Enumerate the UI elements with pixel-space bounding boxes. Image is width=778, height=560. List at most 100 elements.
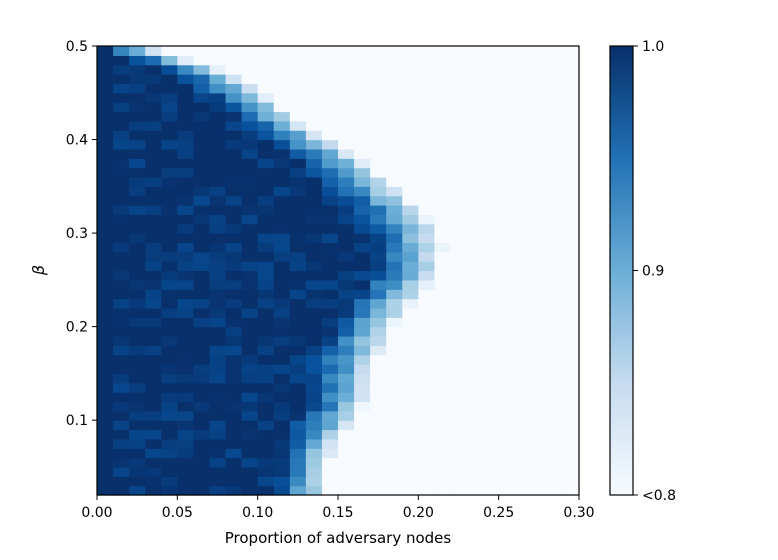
heatmap-cell	[482, 242, 500, 253]
heatmap-cell	[273, 242, 291, 253]
heatmap-cell	[530, 466, 548, 477]
heatmap-cell	[514, 420, 532, 431]
heatmap-cell	[161, 466, 178, 477]
heatmap-cell	[546, 307, 564, 318]
heatmap-cell	[370, 326, 387, 337]
heatmap-cell	[129, 261, 146, 272]
heatmap-cell	[193, 307, 211, 318]
heatmap-cell	[546, 233, 564, 244]
heatmap-cell	[241, 438, 259, 449]
heatmap-cell	[354, 139, 371, 150]
heatmap-cell	[177, 223, 194, 234]
heatmap-cell	[562, 102, 580, 113]
heatmap-cell	[113, 354, 130, 365]
heatmap-cell	[482, 354, 500, 365]
heatmap-cell	[177, 261, 194, 272]
heatmap-cell	[466, 401, 484, 412]
heatmap-cell	[129, 373, 146, 384]
heatmap-cell	[418, 195, 435, 206]
heatmap-cell	[514, 242, 532, 253]
heatmap-cell	[97, 214, 114, 225]
heatmap-cell	[321, 420, 339, 431]
heatmap-cell	[193, 335, 211, 346]
heatmap-cell	[482, 438, 500, 449]
heatmap-cell	[305, 176, 323, 187]
heatmap-cell	[177, 167, 194, 178]
heatmap-cell	[466, 429, 484, 440]
heatmap-cell	[434, 279, 452, 290]
heatmap-cell	[273, 195, 291, 206]
heatmap-cell	[338, 148, 355, 159]
heatmap-cell	[530, 476, 548, 487]
heatmap-cell	[546, 186, 564, 197]
heatmap-cell	[161, 289, 178, 300]
heatmap-cell	[209, 102, 227, 113]
heatmap-cell	[129, 223, 146, 234]
heatmap-cell	[145, 410, 162, 421]
heatmap-cell	[514, 373, 532, 384]
heatmap-cell	[402, 345, 419, 356]
heatmap-cell	[193, 130, 211, 141]
heatmap-cell	[338, 429, 355, 440]
heatmap-cell	[466, 448, 484, 459]
heatmap-cell	[466, 111, 484, 122]
heatmap-cell	[305, 214, 323, 225]
heatmap-cell	[161, 111, 178, 122]
y-axis-ticks: 0.1 0.2 0.3 0.4 0.5	[66, 39, 97, 429]
heatmap-cell	[161, 176, 178, 187]
heatmap-cell	[338, 466, 355, 477]
heatmap-cell	[354, 457, 371, 468]
heatmap-cell	[145, 251, 162, 262]
heatmap-cell	[129, 448, 146, 459]
heatmap-cell	[530, 102, 548, 113]
heatmap-cell	[434, 261, 452, 272]
heatmap-cell	[466, 83, 484, 94]
heatmap-cell	[418, 83, 435, 94]
heatmap-cell	[498, 438, 516, 449]
heatmap-cell	[466, 139, 484, 150]
heatmap-cell	[113, 55, 130, 66]
heatmap-cell	[145, 438, 162, 449]
heatmap-cell	[257, 270, 275, 281]
heatmap-cell	[129, 438, 146, 449]
heatmap-cell	[129, 401, 146, 412]
heatmap-cell	[498, 167, 516, 178]
heatmap-cell	[434, 195, 452, 206]
heatmap-cell	[289, 307, 307, 318]
heatmap-cell	[305, 466, 323, 477]
heatmap-cell	[161, 186, 178, 197]
heatmap-cell	[193, 410, 211, 421]
heatmap-cell	[498, 74, 516, 85]
heatmap-cell	[354, 223, 371, 234]
heatmap-cell	[225, 317, 243, 328]
x-tick-label: 0.25	[483, 505, 514, 521]
heatmap-cell	[161, 457, 178, 468]
heatmap-cell	[498, 307, 516, 318]
heatmap-cell	[97, 401, 114, 412]
heatmap-cell	[466, 307, 484, 318]
heatmap-cell	[466, 148, 484, 159]
heatmap-cell	[129, 195, 146, 206]
heatmap-cell	[161, 148, 178, 159]
heatmap-cell	[129, 410, 146, 421]
heatmap-cell	[129, 46, 146, 56]
heatmap-cell	[562, 74, 580, 85]
heatmap-cell	[113, 410, 130, 421]
heatmap-cell	[161, 335, 178, 346]
heatmap-cell	[209, 158, 227, 169]
heatmap-cell	[386, 298, 403, 309]
heatmap-cell	[338, 457, 355, 468]
heatmap-cell	[145, 74, 162, 85]
heatmap-cell	[97, 476, 114, 487]
heatmap-cell	[209, 345, 227, 356]
heatmap-cell	[402, 335, 419, 346]
heatmap-cell	[193, 401, 211, 412]
heatmap-cell	[225, 130, 243, 141]
heatmap-cell	[129, 55, 146, 66]
heatmap-cell	[321, 251, 339, 262]
heatmap-cell	[370, 354, 387, 365]
heatmap-cell	[177, 148, 194, 159]
heatmap-cell	[530, 307, 548, 318]
heatmap-cell	[338, 476, 355, 487]
heatmap-cell	[482, 120, 500, 131]
